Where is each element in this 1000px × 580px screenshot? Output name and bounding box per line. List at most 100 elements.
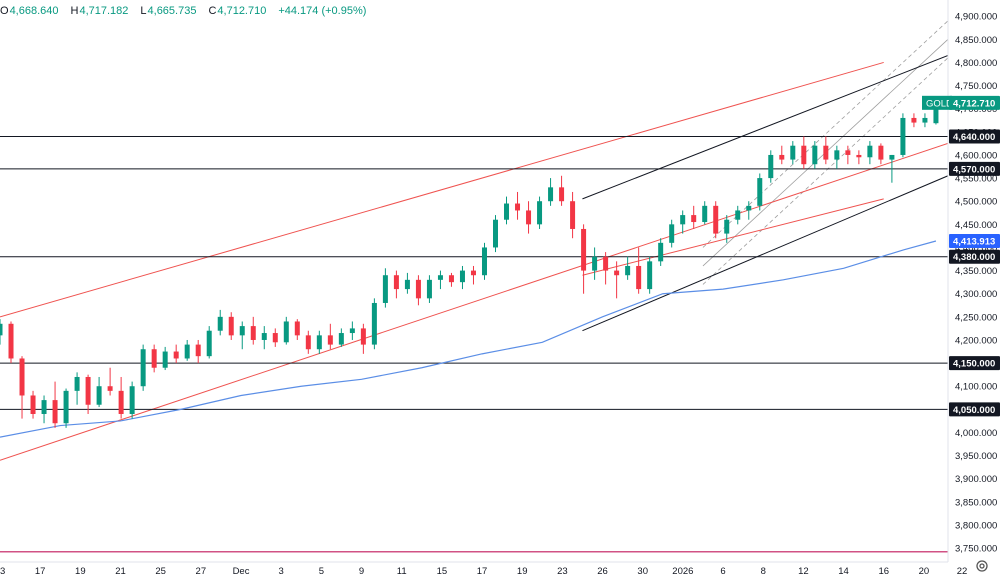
y-tick-label: 4,800.000 — [955, 58, 997, 69]
change-value: +44.174 (+0.95%) — [278, 5, 367, 17]
y-tick-label: 4,200.000 — [955, 335, 997, 346]
candle-body — [636, 265, 642, 290]
level-price-label: 4,050.000 — [953, 405, 995, 416]
candle-body — [834, 150, 840, 160]
high-value: 4,717.182 — [79, 5, 129, 17]
low-label: L — [140, 5, 147, 17]
candle-body — [129, 386, 135, 414]
candle-body — [316, 335, 322, 350]
level-price-label-tag — [949, 402, 1000, 417]
candle-body — [74, 376, 80, 391]
candle-body — [812, 145, 818, 165]
candle-body — [52, 400, 58, 424]
candle-body — [691, 215, 697, 223]
candle-body — [404, 279, 410, 290]
candle-body — [889, 154, 895, 160]
symbol-badge — [922, 95, 952, 110]
x-tick-label: 14 — [838, 566, 849, 577]
y-tick-label: 4,250.000 — [955, 312, 997, 323]
y-tick-label: 4,550.000 — [955, 174, 997, 185]
candle-body — [349, 328, 355, 334]
candle-body — [922, 117, 928, 123]
moving-average-price-label-tag — [949, 233, 1000, 248]
candle-body — [151, 349, 157, 368]
candle-body — [790, 145, 796, 160]
candle-body — [603, 256, 609, 271]
candle-body — [548, 187, 554, 202]
x-tick-label: 3 — [279, 566, 284, 577]
y-tick-label: 4,600.000 — [955, 150, 997, 161]
candle-body — [867, 145, 873, 158]
x-tick-label: 30 — [637, 566, 648, 577]
candle-body — [437, 275, 443, 280]
x-tick-label: 15 — [437, 566, 448, 577]
level-price-label: 4,380.000 — [953, 252, 995, 263]
trendline — [582, 175, 948, 332]
level-price-label: 4,640.000 — [953, 132, 995, 143]
candle-body — [878, 145, 884, 160]
last-price-label: 4,712.710 — [953, 98, 995, 109]
symbol-label: GOLD — [926, 98, 953, 109]
candle-body — [8, 323, 14, 359]
candle-body — [470, 270, 476, 276]
candle-body — [768, 154, 774, 179]
y-tick-label: 3,800.000 — [955, 520, 997, 531]
trendline — [0, 61, 884, 318]
candle-body — [801, 145, 807, 165]
open-label: O — [0, 5, 9, 17]
candle-body — [856, 154, 862, 158]
candle-body — [360, 328, 366, 345]
x-tick-label: 21 — [115, 566, 126, 577]
x-tick-label: 20 — [919, 566, 930, 577]
candle-body — [592, 256, 598, 271]
y-tick-label: 4,350.000 — [955, 266, 997, 277]
candle-body — [63, 390, 69, 424]
x-tick-label: 2026 — [672, 566, 693, 577]
level-price-label-tag — [949, 356, 1000, 371]
candle-body — [823, 145, 829, 160]
candle-body — [19, 358, 25, 396]
x-tick-label: 19 — [517, 566, 528, 577]
candle-body — [724, 219, 730, 234]
candle-body — [195, 344, 201, 357]
candle-body — [371, 302, 377, 345]
candle-body — [327, 335, 333, 345]
candle-body — [757, 178, 763, 206]
close-label: C — [208, 5, 217, 17]
candle-body — [658, 242, 664, 262]
trendline — [582, 55, 948, 200]
level-price-label-tag — [949, 129, 1000, 144]
candle-body — [614, 270, 620, 276]
candle-body — [493, 219, 499, 248]
candle-body — [669, 224, 675, 243]
x-tick-label: 9 — [359, 566, 364, 577]
high-label: H — [70, 5, 79, 17]
y-tick-label: 4,000.000 — [955, 428, 997, 439]
x-tick-label: 19 — [75, 566, 86, 577]
candle-body — [526, 210, 532, 225]
candle-body — [140, 349, 146, 387]
moving-average-price-label: 4,413.913 — [953, 236, 995, 247]
candle-body — [283, 321, 289, 343]
candle-body — [647, 261, 653, 290]
y-tick-label: 4,450.000 — [955, 220, 997, 231]
candle-body — [559, 187, 565, 202]
close-value: 4,712.710 — [217, 5, 267, 17]
candle-body — [85, 376, 91, 405]
settings-gear-icon[interactable] — [974, 558, 990, 574]
candle-body — [228, 316, 234, 336]
candle-body — [746, 205, 752, 211]
candle-body — [0, 323, 3, 336]
level-price-label: 4,150.000 — [953, 359, 995, 370]
candle-body — [30, 395, 36, 414]
x-tick-label: 5 — [319, 566, 324, 577]
candle-body — [96, 386, 102, 405]
moving-average-line — [0, 240, 937, 438]
candle-body — [162, 351, 168, 368]
candle-body — [481, 247, 487, 276]
candle-body — [581, 228, 587, 271]
y-tick-label: 3,950.000 — [955, 451, 997, 462]
candle-body — [900, 117, 906, 155]
last-price-label-tag — [949, 95, 1000, 110]
